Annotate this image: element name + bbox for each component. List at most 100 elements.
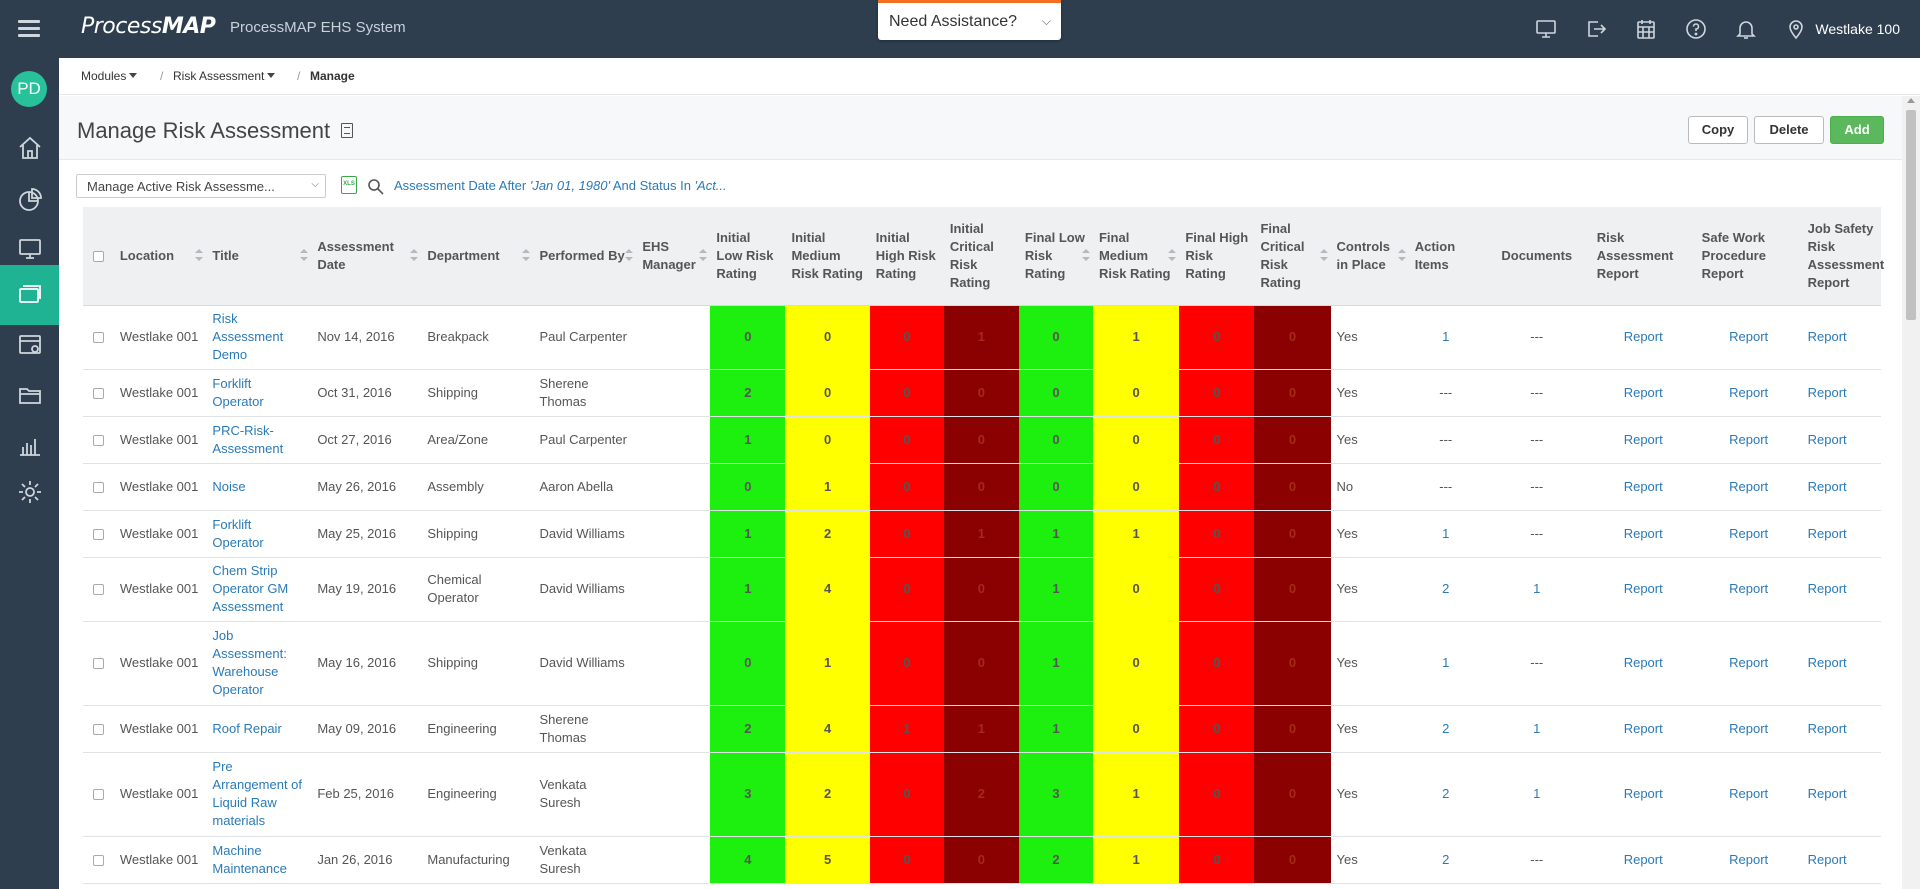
vertical-scrollbar[interactable] [1902, 96, 1920, 889]
col-documents[interactable]: Documents [1482, 207, 1591, 306]
need-assistance-dropdown[interactable]: Need Assistance? ⌵ [878, 0, 1061, 40]
row-checkbox[interactable] [92, 332, 104, 344]
safe-work-procedure-report-link[interactable]: Report [1729, 786, 1769, 801]
safe-work-procedure-report-link[interactable]: Report [1729, 851, 1769, 867]
col-initial-medium[interactable]: Initial Medium Risk Rating [785, 207, 870, 306]
col-final-medium[interactable]: Final Medium Risk Rating [1092, 207, 1180, 306]
hamburger-menu-icon[interactable] [18, 20, 40, 38]
select-all-checkbox[interactable] [92, 250, 104, 262]
cell-action-items[interactable]: 2 [1442, 581, 1450, 596]
safe-work-procedure-report-link[interactable]: Report [1729, 655, 1769, 670]
cell-title-link[interactable]: Chem Strip Operator GM Assessment [212, 563, 289, 614]
col-final-high[interactable]: Final High Risk Rating [1179, 207, 1255, 306]
calendar-icon[interactable] [1621, 0, 1671, 58]
excel-export-icon[interactable]: XLS [341, 176, 357, 194]
col-initial-low[interactable]: Initial Low Risk Rating [710, 207, 786, 306]
view-select[interactable]: Manage Active Risk Assessme... ⌵ [76, 174, 326, 198]
monitor-icon[interactable] [0, 219, 59, 279]
col-department[interactable]: Department [421, 207, 534, 306]
risk-assessment-report-link[interactable]: Report [1623, 720, 1663, 736]
settings-gear-icon[interactable] [0, 462, 59, 522]
risk-assessment-report-link[interactable]: Report [1623, 581, 1663, 596]
cell-title-link[interactable]: Pre Arrangement of Liquid Raw materials [212, 759, 303, 828]
safe-work-procedure-report-link[interactable]: Report [1729, 384, 1769, 400]
job-safety-report-link[interactable]: Report [1807, 851, 1847, 867]
col-initial-critical[interactable]: Initial Critical Risk Rating [943, 207, 1019, 306]
risk-assessment-report-link[interactable]: Report [1623, 384, 1663, 400]
table-row[interactable]: Westlake 001 PRC-Risk-Assessment Oct 27, 2… [83, 416, 1881, 464]
row-checkbox[interactable] [92, 387, 104, 399]
job-safety-report-link[interactable]: Report [1807, 720, 1847, 736]
user-avatar[interactable]: PD [11, 71, 47, 107]
scroll-up-arrow-icon[interactable] [1907, 98, 1915, 103]
cell-title-link[interactable]: Job Assessment: Warehouse Operator [212, 628, 287, 697]
cell-action-items[interactable]: 2 [1442, 851, 1450, 867]
cell-action-items[interactable]: 2 [1442, 720, 1450, 736]
reports-bar-chart-icon[interactable] [0, 416, 59, 476]
safe-work-procedure-report-link[interactable]: Report [1729, 720, 1769, 736]
col-assessment-date[interactable]: Assessment Date [311, 207, 422, 306]
cell-action-items[interactable]: 2 [1442, 786, 1450, 801]
table-row[interactable]: Westlake 001 Job Assessment: Warehouse Op… [83, 621, 1881, 706]
table-row[interactable]: Westlake 001 Risk Assessment Demo Nov 14, … [83, 305, 1881, 370]
col-performed-by[interactable]: Performed By [533, 207, 637, 306]
job-safety-report-link[interactable]: Report [1807, 384, 1847, 400]
row-checkbox[interactable] [92, 658, 104, 670]
cell-action-items[interactable]: 1 [1442, 655, 1450, 670]
job-safety-report-link[interactable]: Report [1807, 786, 1847, 801]
cell-title-link[interactable]: Forklift Operator [212, 516, 264, 550]
job-safety-report-link[interactable]: Report [1807, 478, 1847, 494]
col-risk-assessment-report[interactable]: Risk Assessment Report [1590, 207, 1696, 306]
row-checkbox[interactable] [92, 434, 104, 446]
table-row[interactable]: Westlake 001 Pre Arrangement of Liquid Ra… [83, 752, 1881, 837]
row-checkbox[interactable] [92, 854, 104, 866]
table-row[interactable]: Westlake 001 Chem Strip Operator GM Asses… [83, 557, 1881, 622]
col-job-safety-report[interactable]: Job Safety Risk Assessment Report [1801, 207, 1884, 306]
active-filter-link[interactable]: Assessment Date After 'Jan 01, 1980' And… [394, 178, 727, 193]
copy-button[interactable]: Copy [1688, 116, 1748, 144]
safe-work-procedure-report-link[interactable]: Report [1729, 478, 1769, 494]
row-checkbox[interactable] [92, 528, 104, 540]
safe-work-procedure-report-link[interactable]: Report [1729, 525, 1769, 541]
cell-documents[interactable]: 1 [1533, 786, 1541, 801]
add-button[interactable]: Add [1830, 116, 1884, 144]
col-initial-high[interactable]: Initial High Risk Rating [869, 207, 944, 306]
calculator-icon[interactable] [341, 123, 353, 138]
sign-out-icon[interactable] [1571, 0, 1621, 58]
safe-work-procedure-report-link[interactable]: Report [1729, 581, 1769, 596]
safe-work-procedure-report-link[interactable]: Report [1729, 329, 1769, 344]
cell-title-link[interactable]: PRC-Risk-Assessment [212, 422, 284, 456]
help-icon[interactable] [1671, 0, 1721, 58]
cell-title-link[interactable]: Noise [212, 478, 246, 494]
risk-assessment-report-link[interactable]: Report [1623, 786, 1663, 801]
row-checkbox[interactable] [92, 723, 104, 735]
col-controls-in-place[interactable]: Controls in Place [1330, 207, 1409, 306]
row-checkbox[interactable] [92, 789, 104, 801]
cell-action-items[interactable]: 1 [1442, 525, 1450, 541]
risk-assessment-report-link[interactable]: Report [1623, 329, 1663, 344]
safe-work-procedure-report-link[interactable]: Report [1729, 431, 1769, 447]
table-row[interactable]: Westlake 001 Machine Maintenance Jan 26, 2… [83, 836, 1881, 884]
cell-title-link[interactable]: Machine Maintenance [212, 842, 287, 876]
row-checkbox[interactable] [92, 481, 104, 493]
cell-documents[interactable]: 1 [1533, 720, 1541, 736]
col-final-critical[interactable]: Final Critical Risk Rating [1254, 207, 1331, 306]
table-row[interactable]: Westlake 001 Roof Repair May 09, 2016 Engin… [83, 705, 1881, 753]
cell-title-link[interactable]: Risk Assessment Demo [212, 311, 284, 362]
table-row[interactable]: Westlake 001 Forklift Operator Oct 31, 201… [83, 369, 1881, 417]
dashboard-pie-icon[interactable] [0, 170, 59, 230]
folder-icon[interactable] [0, 365, 59, 425]
scrollbar-thumb[interactable] [1906, 110, 1916, 320]
home-icon[interactable] [0, 118, 59, 178]
col-final-low[interactable]: Final Low Risk Rating [1018, 207, 1093, 306]
job-safety-report-link[interactable]: Report [1807, 581, 1847, 596]
search-icon[interactable] [367, 178, 385, 196]
location-pin-icon[interactable] [1771, 0, 1821, 58]
job-safety-report-link[interactable]: Report [1807, 655, 1847, 670]
table-row[interactable]: Westlake 001 Noise May 26, 2016 Assembly Aar… [83, 463, 1881, 511]
breadcrumb-modules[interactable]: Modules [81, 69, 138, 83]
col-ehs-manager[interactable]: EHS Manager [636, 207, 711, 306]
risk-assessment-report-link[interactable]: Report [1623, 478, 1663, 494]
row-checkbox[interactable] [92, 584, 104, 596]
risk-assessment-module-icon[interactable] [0, 265, 59, 325]
